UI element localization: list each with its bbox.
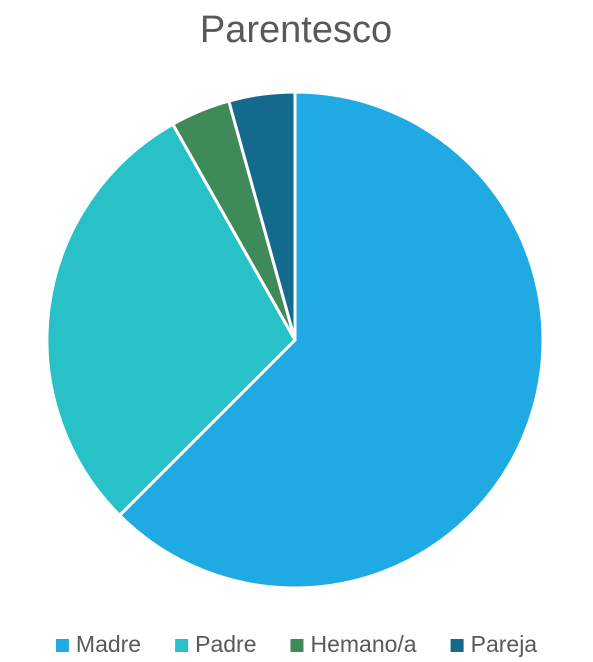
pie-slice <box>227 90 297 342</box>
pie-slice <box>118 90 545 590</box>
legend-label: Madre <box>76 631 141 657</box>
legend-swatch <box>55 639 69 652</box>
legend-label: Hemano/a <box>310 631 416 657</box>
legend-swatch <box>290 639 304 652</box>
legend-label: Padre <box>195 631 256 657</box>
legend-swatch <box>175 639 189 652</box>
legend-swatch <box>450 639 464 652</box>
chart-title: Parentesco <box>200 9 392 51</box>
legend: Madre Padre Hemano/a Pareja <box>55 631 538 657</box>
pie-slice <box>45 122 297 517</box>
legend-label: Pareja <box>471 631 538 657</box>
